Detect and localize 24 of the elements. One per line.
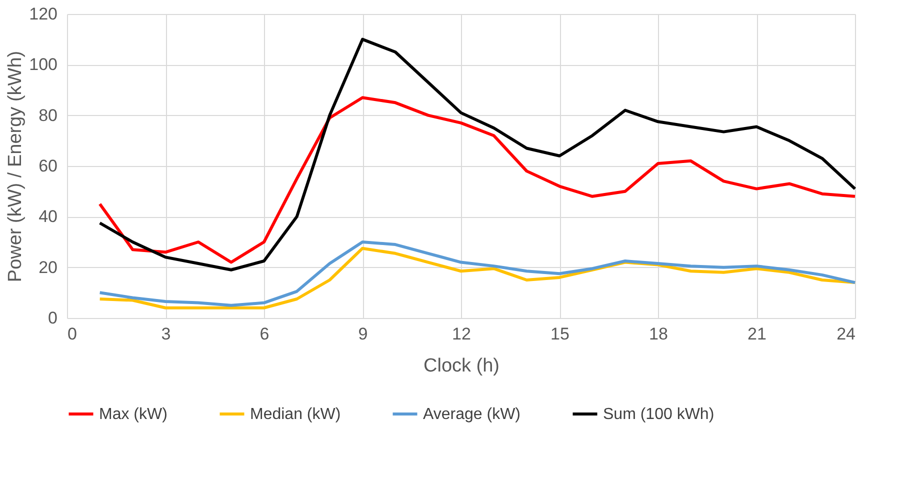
line-series <box>98 96 856 264</box>
line-series <box>98 38 856 272</box>
x-tick-label: 24 <box>836 324 856 344</box>
x-tick-label: 0 <box>68 324 77 344</box>
x-tick-label: 21 <box>748 324 766 344</box>
y-axis-title: Power (kW) / Energy (kWh) <box>5 50 26 282</box>
y-tick-label: 0 <box>48 308 58 328</box>
x-tick-label: 6 <box>260 324 270 344</box>
x-tick-label: 18 <box>649 324 668 344</box>
legend-label: Max (kW) <box>99 406 168 423</box>
x-tick-label: 12 <box>452 324 471 344</box>
x-axis-title: Clock (h) <box>423 356 500 376</box>
y-tick-label: 20 <box>38 258 58 277</box>
y-tick-label: 60 <box>38 156 58 176</box>
y-tick-label: 40 <box>38 207 58 226</box>
x-tick-label: 9 <box>358 324 368 344</box>
legend-label: Sum (100 kWh) <box>603 406 714 423</box>
y-tick-label: 80 <box>38 106 58 125</box>
legend-label: Average (kW) <box>423 406 521 423</box>
legend-label: Median (kW) <box>250 406 341 423</box>
x-tick-label: 3 <box>161 324 171 344</box>
y-tick-label: 100 <box>29 55 58 74</box>
x-tick-label: 15 <box>550 324 570 344</box>
y-tick-label: 120 <box>29 4 58 24</box>
